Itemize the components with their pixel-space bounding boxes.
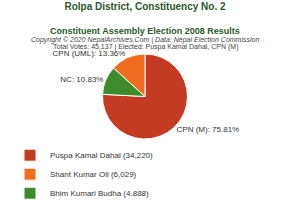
svg-text:Puspa Kamal Dahal (34,220): Puspa Kamal Dahal (34,220) xyxy=(50,151,153,160)
svg-text:Shant Kumar Oli (6,029): Shant Kumar Oli (6,029) xyxy=(50,170,137,179)
svg-text:Rolpa District, Constituency N: Rolpa District, Constituency No. 2 xyxy=(64,1,226,12)
svg-text:NC: 10.83%: NC: 10.83% xyxy=(60,75,103,84)
svg-text:Bhim Kumari Budha (4,888): Bhim Kumari Budha (4,888) xyxy=(50,189,149,198)
svg-text:Constituent Assembly Election: Constituent Assembly Election 2008 Resul… xyxy=(50,26,240,36)
svg-text:Copyright © 2020 NepalArchives: Copyright © 2020 NepalArchives.Com | Dat… xyxy=(31,36,259,44)
svg-text:Total Votes: 45,137 | Elected:: Total Votes: 45,137 | Elected: Puspa Kam… xyxy=(53,43,238,51)
svg-text:CPN (UML): 13.36%: CPN (UML): 13.36% xyxy=(53,49,126,58)
svg-text:CPN (M): 75.81%: CPN (M): 75.81% xyxy=(177,125,240,134)
